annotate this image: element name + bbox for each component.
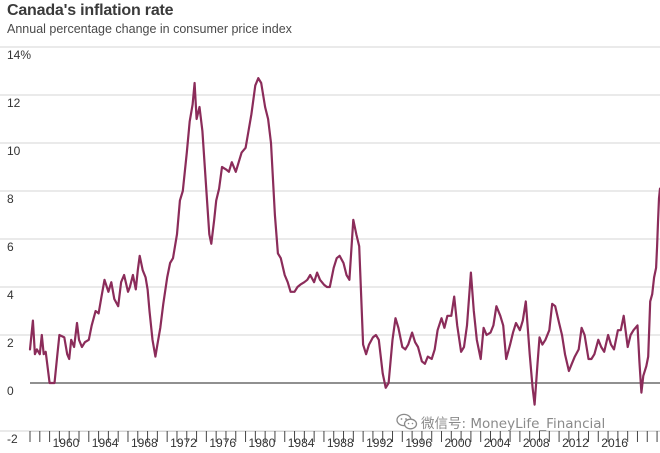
gridlines <box>0 46 660 432</box>
x-tick-label: 1960 <box>53 436 80 450</box>
chart-subtitle: Annual percentage change in consumer pri… <box>7 22 292 36</box>
chart-title: Canada's inflation rate <box>7 2 174 19</box>
watermark-text: 微信号: MoneyLife_Financial <box>421 416 606 432</box>
x-tick-label: 2008 <box>523 436 550 450</box>
y-tick-label: 14% <box>7 48 31 62</box>
y-tick-label: 10 <box>7 144 21 158</box>
x-tick-label: 1984 <box>288 436 315 450</box>
y-tick-label: -2 <box>7 432 18 446</box>
y-tick-label: 6 <box>7 240 14 254</box>
y-tick-label: 0 <box>7 384 14 398</box>
y-tick-label: 12 <box>7 96 21 110</box>
x-tick-label: 2016 <box>601 436 628 450</box>
watermark: 微信号: MoneyLife_Financial <box>396 412 605 432</box>
y-axis-labels: -2 0 2 4 6 8 10 12 14% <box>7 48 31 446</box>
wechat-icon <box>396 413 418 430</box>
x-tick-label: 1972 <box>170 436 197 450</box>
x-tick-label: 2000 <box>445 436 472 450</box>
x-tick-label: 2012 <box>562 436 589 450</box>
y-tick-label: 2 <box>7 336 14 350</box>
x-tick-label: 2004 <box>484 436 511 450</box>
x-tick-label: 1996 <box>405 436 432 450</box>
x-tick-label: 1968 <box>131 436 158 450</box>
x-tick-label: 1976 <box>209 436 236 450</box>
y-tick-label: 8 <box>7 192 14 206</box>
x-tick-label: 1988 <box>327 436 354 450</box>
x-tick-label: 1980 <box>249 436 276 450</box>
y-tick-label: 4 <box>7 288 14 302</box>
series-line <box>28 77 660 406</box>
x-axis: 1960 1964 1968 1972 1976 1980 1984 1988 1992 1996… <box>29 431 660 450</box>
x-tick-label: 1992 <box>366 436 393 450</box>
series-line-layer <box>28 77 660 406</box>
x-tick-label: 1964 <box>92 436 119 450</box>
